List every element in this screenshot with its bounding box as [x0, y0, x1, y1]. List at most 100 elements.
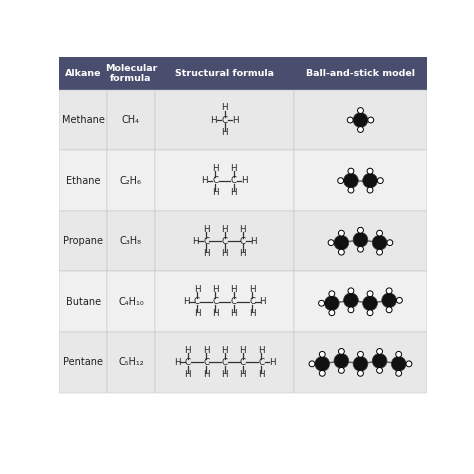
Circle shape	[319, 370, 325, 376]
FancyBboxPatch shape	[59, 57, 107, 90]
Text: H: H	[212, 188, 219, 197]
Text: C₄H₁₀: C₄H₁₀	[118, 297, 144, 307]
Text: H: H	[212, 310, 219, 319]
Circle shape	[344, 173, 358, 188]
Text: C: C	[212, 176, 219, 185]
Text: H: H	[249, 310, 255, 319]
FancyBboxPatch shape	[107, 272, 155, 332]
Circle shape	[315, 356, 329, 371]
Circle shape	[367, 187, 373, 193]
Text: H: H	[249, 285, 255, 294]
FancyBboxPatch shape	[59, 150, 107, 211]
Text: Propane: Propane	[63, 236, 103, 246]
Circle shape	[348, 187, 354, 193]
Text: H: H	[240, 249, 246, 258]
Text: Ball-and-stick model: Ball-and-stick model	[306, 69, 415, 78]
Circle shape	[357, 127, 364, 132]
Text: C₅H₁₂: C₅H₁₂	[118, 357, 144, 367]
Circle shape	[353, 232, 368, 247]
Text: H: H	[203, 346, 210, 355]
Text: H: H	[221, 103, 228, 112]
Text: H: H	[232, 116, 238, 125]
Text: H: H	[230, 188, 237, 197]
Circle shape	[348, 307, 354, 313]
Circle shape	[357, 108, 364, 113]
Text: H: H	[230, 285, 237, 294]
Circle shape	[386, 288, 392, 294]
Circle shape	[367, 310, 373, 316]
FancyBboxPatch shape	[294, 211, 427, 272]
Circle shape	[377, 249, 383, 255]
Text: Methane: Methane	[62, 115, 105, 125]
Circle shape	[377, 230, 383, 236]
Text: H: H	[221, 249, 228, 258]
Text: C: C	[231, 176, 237, 185]
Circle shape	[392, 356, 406, 371]
Text: C: C	[203, 237, 209, 246]
Text: H: H	[212, 164, 219, 173]
Text: H: H	[192, 237, 199, 246]
Circle shape	[319, 301, 325, 306]
Text: H: H	[259, 297, 266, 306]
Circle shape	[319, 351, 325, 357]
Text: Pentane: Pentane	[63, 357, 103, 367]
Text: H: H	[174, 358, 181, 367]
Circle shape	[338, 348, 344, 355]
FancyBboxPatch shape	[155, 57, 294, 90]
Circle shape	[396, 370, 401, 376]
FancyBboxPatch shape	[294, 57, 427, 90]
Text: C: C	[185, 358, 191, 367]
Text: H: H	[221, 225, 228, 234]
Text: C: C	[240, 358, 246, 367]
Text: H: H	[221, 128, 228, 137]
Circle shape	[325, 296, 339, 310]
Text: H: H	[241, 176, 248, 185]
Text: H: H	[203, 249, 210, 258]
Text: H: H	[230, 310, 237, 319]
Text: C: C	[231, 297, 237, 306]
Circle shape	[348, 168, 354, 174]
FancyBboxPatch shape	[59, 332, 107, 392]
Text: H: H	[184, 370, 191, 379]
FancyBboxPatch shape	[107, 332, 155, 392]
Circle shape	[406, 361, 412, 367]
Text: Butane: Butane	[65, 297, 100, 307]
Text: Molecular
formula: Molecular formula	[105, 64, 157, 83]
Text: C: C	[258, 358, 264, 367]
Circle shape	[357, 351, 364, 357]
Text: H: H	[184, 346, 191, 355]
Text: C: C	[212, 297, 219, 306]
Circle shape	[377, 178, 383, 183]
FancyBboxPatch shape	[107, 211, 155, 272]
Circle shape	[348, 288, 354, 294]
FancyBboxPatch shape	[59, 211, 107, 272]
Circle shape	[338, 230, 344, 236]
Text: H: H	[210, 116, 217, 125]
FancyBboxPatch shape	[107, 57, 155, 90]
Text: H: H	[183, 297, 190, 306]
Circle shape	[338, 249, 344, 255]
Text: H: H	[194, 310, 201, 319]
Text: H: H	[258, 346, 264, 355]
Circle shape	[334, 354, 349, 368]
Circle shape	[337, 178, 344, 183]
Text: C: C	[240, 237, 246, 246]
Circle shape	[357, 246, 364, 252]
FancyBboxPatch shape	[294, 332, 427, 392]
Circle shape	[372, 354, 387, 368]
Text: H: H	[240, 370, 246, 379]
Text: C: C	[221, 237, 228, 246]
Text: H: H	[203, 225, 210, 234]
Circle shape	[372, 236, 387, 250]
Text: C: C	[194, 297, 200, 306]
Text: H: H	[221, 370, 228, 379]
Circle shape	[368, 117, 374, 123]
Circle shape	[367, 291, 373, 297]
Text: H: H	[212, 285, 219, 294]
Circle shape	[396, 351, 401, 357]
Circle shape	[363, 173, 377, 188]
Circle shape	[396, 297, 402, 303]
Text: C: C	[249, 297, 255, 306]
Text: Ethane: Ethane	[66, 175, 100, 186]
Circle shape	[347, 117, 353, 123]
